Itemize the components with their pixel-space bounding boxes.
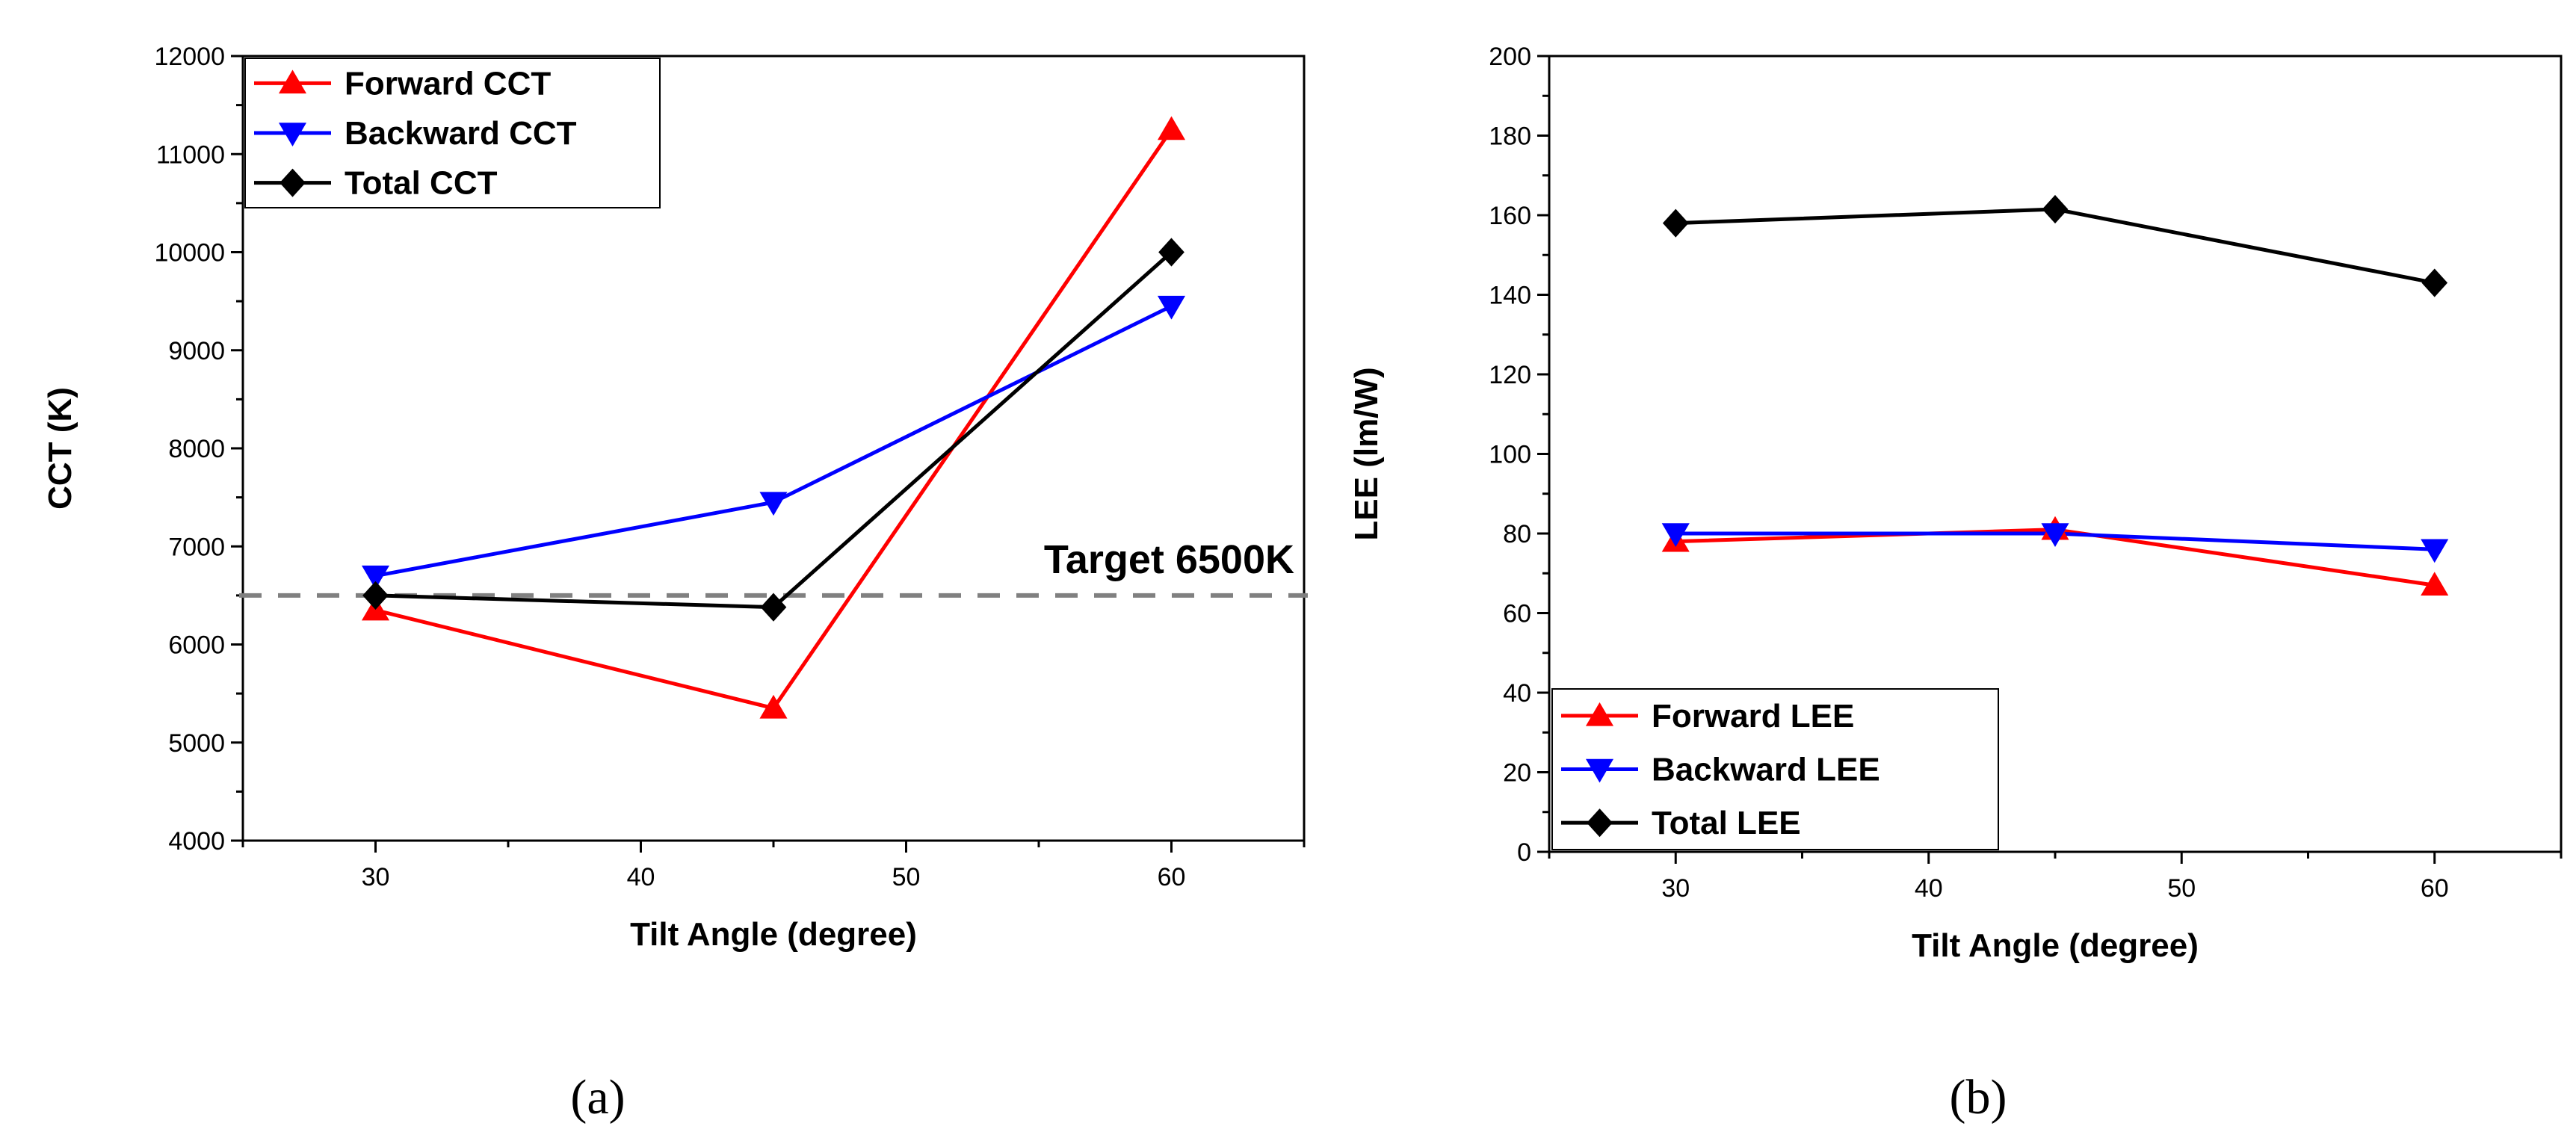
data-point-backward-cct [759,492,788,516]
x-tick-label: 60 [2421,874,2449,903]
data-point-total-cct [362,581,389,610]
legend-label: Forward LEE [1652,698,1854,735]
chart-b: 30 40 50 60 0 20 40 60 80 100 120 140 160 180 200 Tilt … [1348,43,2563,964]
x-tick-label: 30 [362,863,390,891]
y-tick-label: 180 [1489,123,1531,151]
legend-label: Backward LEE [1652,752,1880,788]
y-tick-label: 0 [1517,838,1531,867]
series-line-backward-cct [375,304,1173,578]
y-tick-label: 100 [1489,441,1531,469]
legend-marker [1585,702,1614,726]
data-point-forward-cct [759,694,788,719]
y-tick-label: 7000 [168,533,225,561]
legend-label: Backward CCT [345,115,577,152]
y-tick-label: 5000 [168,729,225,758]
y-tick-label: 60 [1503,600,1531,628]
y-axis-title: CCT (K) [42,387,78,510]
legend-marker [1585,758,1614,783]
data-point-total-cct [760,593,787,622]
y-axis-title: LEE (lm/W) [1348,367,1385,540]
x-tick-label: 50 [892,863,921,891]
data-point-backward-cct [1157,295,1186,320]
data-point-total-lee [2421,268,2448,297]
y-tick-label: 8000 [168,435,225,463]
legend-marker [279,168,306,197]
y-tick-label: 140 [1489,282,1531,310]
legend-marker [278,69,307,94]
y-tick-label: 9000 [168,337,225,365]
x-tick-label: 30 [1661,874,1690,903]
data-point-total-lee [2042,194,2069,224]
legend-label: Total LEE [1652,805,1801,841]
caption-a: (a) [570,1070,625,1125]
data-point-backward-lee [2041,523,2069,547]
data-point-total-lee [1662,208,1689,238]
legend-label: Total CCT [345,165,498,202]
y-tick-label: 4000 [168,827,225,856]
y-tick-label: 200 [1489,43,1531,71]
data-point-backward-lee [2421,539,2449,563]
y-tick-label: 40 [1503,679,1531,708]
legend-label: Forward CCT [345,65,551,102]
legend-marker [1587,808,1613,838]
data-point-forward-cct [1157,116,1186,140]
x-tick-label: 50 [2167,874,2196,903]
y-tick-label: 80 [1503,520,1531,548]
data-point-total-cct [1158,238,1184,267]
data-point-backward-cct [361,565,390,590]
y-tick-label: 120 [1489,361,1531,389]
y-tick-label: 11000 [156,140,225,169]
x-axis-title: Tilt Angle (degree) [630,916,917,953]
x-tick-label: 40 [627,863,655,891]
y-tick-label: 12000 [154,43,225,71]
y-tick-label: 20 [1503,759,1531,788]
x-axis-title: Tilt Angle (degree) [1912,927,2199,964]
chart-a: 30 40 50 60 4000 5000 6000 7000 8000 9000 10000 110… [42,43,1308,953]
data-point-forward-lee [2421,572,2449,596]
data-point-backward-lee [1661,523,1690,547]
target-label: Target 6500K [1044,537,1294,582]
caption-b: (b) [1950,1070,2007,1125]
y-tick-label: 10000 [154,239,225,268]
x-tick-label: 40 [1915,874,1943,903]
y-tick-label: 160 [1489,202,1531,230]
y-tick-label: 6000 [168,631,225,660]
x-tick-label: 60 [1158,863,1186,891]
legend-marker [278,123,307,146]
